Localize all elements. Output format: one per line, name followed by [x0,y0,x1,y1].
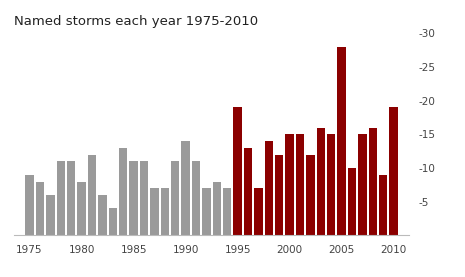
Bar [233,107,242,235]
Bar [26,175,33,235]
Bar [369,128,377,235]
Bar [181,141,190,235]
Bar [327,134,335,235]
Bar [306,155,314,235]
Bar [57,161,65,235]
Bar [244,148,252,235]
Bar [150,188,159,235]
Bar [171,161,179,235]
Bar [129,161,138,235]
Bar [286,134,294,235]
Bar [140,161,148,235]
Bar [317,128,325,235]
Bar [202,188,211,235]
Bar [254,188,263,235]
Bar [358,134,366,235]
Bar [192,161,200,235]
Bar [67,161,75,235]
Bar [109,209,117,235]
Text: Named storms each year 1975-2010: Named storms each year 1975-2010 [14,15,258,28]
Bar [88,155,96,235]
Bar [265,141,273,235]
Bar [98,195,106,235]
Bar [338,47,346,235]
Bar [296,134,304,235]
Bar [348,168,356,235]
Bar [389,107,398,235]
Bar [223,188,231,235]
Bar [119,148,127,235]
Bar [275,155,283,235]
Bar [46,195,54,235]
Bar [213,181,221,235]
Bar [160,188,169,235]
Bar [77,181,86,235]
Bar [379,175,387,235]
Bar [36,181,44,235]
